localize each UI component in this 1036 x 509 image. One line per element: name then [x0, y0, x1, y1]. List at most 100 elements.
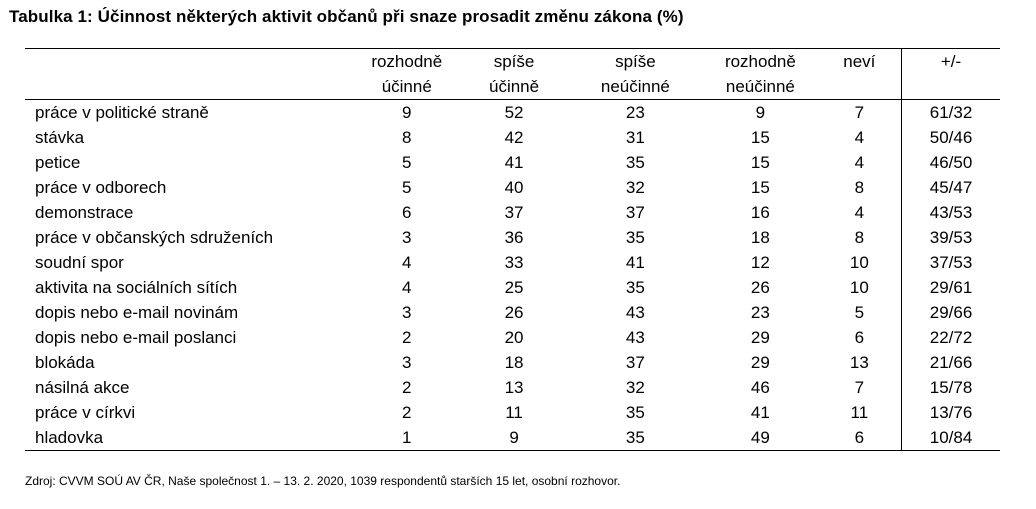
value-cell: 2: [402, 328, 412, 347]
value-cell: 4: [854, 153, 865, 172]
table-row: práce v občanských sdruženích 3 36 35 18 8 39/…: [25, 225, 1000, 250]
value-cell: 52: [504, 103, 524, 122]
value-cell: 4: [402, 278, 412, 297]
value-cell: 5: [854, 303, 865, 322]
value-cell: 13: [849, 353, 869, 372]
value-cell: 29: [750, 328, 770, 347]
value-cell: 33: [504, 253, 524, 272]
row-label: demonstrace: [35, 203, 134, 222]
row-label: petice: [35, 153, 81, 172]
value-cell: 31: [625, 128, 645, 147]
row-label: soudní spor: [35, 253, 124, 272]
value-cell: 43: [625, 328, 645, 347]
header-label-cell: [25, 49, 353, 100]
value-cell: 29/66: [901, 300, 1000, 325]
table-row: násilná akce 2 13 32 46 7 15/78: [25, 375, 1000, 400]
row-label: dopis nebo e-mail poslanci: [35, 328, 237, 347]
row-label: práce v odborech: [35, 178, 167, 197]
table-row: práce v politické straně 9 52 23 9 7 61/32: [25, 99, 1000, 125]
table-row: stávka 8 42 31 15 4 50/46: [25, 125, 1000, 150]
header-plus-minus: +/-: [901, 48, 1000, 100]
table-row: aktivita na sociálních sítích 4 25 35 26 10 29…: [25, 275, 1000, 300]
table-row: petice 5 41 35 15 4 46/50: [25, 150, 1000, 175]
value-cell: 15/78: [901, 375, 1000, 400]
value-cell: 49: [750, 428, 770, 447]
value-cell: 10: [849, 278, 869, 297]
value-cell: 29/61: [901, 275, 1000, 300]
value-cell: 9: [509, 428, 519, 447]
table-row: dopis nebo e-mail poslanci 2 20 43 29 6 22/72: [25, 325, 1000, 350]
value-cell: 6: [402, 203, 412, 222]
value-cell: 18: [504, 353, 524, 372]
effectiveness-table: rozhodně účinné spíše účinně spíše neúčinné…: [25, 48, 1000, 451]
table-row: dopis nebo e-mail novinám 3 26 43 23 5 29/66: [25, 300, 1000, 325]
value-cell: 6: [854, 328, 865, 347]
row-label: práce v církvi: [35, 403, 136, 422]
value-cell: 32: [625, 178, 645, 197]
value-cell: 37: [625, 203, 645, 222]
value-cell: 11: [850, 403, 869, 422]
value-cell: 3: [402, 353, 412, 372]
value-cell: 25: [504, 278, 524, 297]
value-cell: 16: [750, 203, 770, 222]
value-cell: 12: [750, 253, 770, 272]
table-row: práce v odborech 5 40 32 15 8 45/47: [25, 175, 1000, 200]
value-cell: 43/53: [901, 200, 1000, 225]
header-spise-ucinne: spíše účinně: [488, 52, 540, 96]
value-cell: 10: [849, 253, 869, 272]
value-cell: 35: [625, 153, 645, 172]
value-cell: 26: [750, 278, 770, 297]
value-cell: 9: [402, 103, 412, 122]
value-cell: 4: [402, 253, 412, 272]
value-cell: 15: [750, 178, 770, 197]
value-cell: 35: [625, 403, 645, 422]
value-cell: 2: [402, 378, 412, 397]
table-title: Tabulka 1: Účinnost některých aktivit ob…: [9, 7, 684, 26]
value-cell: 37: [504, 203, 524, 222]
value-cell: 6: [854, 428, 865, 447]
value-cell: 7: [854, 103, 865, 122]
value-cell: 1: [402, 428, 412, 447]
table-row: hladovka 1 9 35 49 6 10/84: [25, 425, 1000, 451]
value-cell: 41: [625, 253, 645, 272]
value-cell: 35: [625, 278, 645, 297]
table-header-row: rozhodně účinné spíše účinně spíše neúčinné…: [25, 48, 1000, 100]
value-cell: 11: [505, 403, 523, 422]
header-spise-neucinne: spíše neúčinné: [600, 52, 670, 96]
row-label: práce v občanských sdruženích: [35, 228, 274, 247]
value-cell: 20: [504, 328, 524, 347]
value-cell: 3: [402, 228, 412, 247]
table-body: práce v politické straně 9 52 23 9 7 61/32 stáv…: [25, 99, 1000, 451]
header-nevi: neví: [843, 52, 876, 71]
value-cell: 7: [854, 378, 865, 397]
value-cell: 29: [750, 353, 770, 372]
row-label: aktivita na sociálních sítích: [35, 278, 238, 297]
value-cell: 5: [402, 153, 412, 172]
value-cell: 22/72: [901, 325, 1000, 350]
value-cell: 8: [854, 178, 865, 197]
value-cell: 50/46: [901, 125, 1000, 150]
value-cell: 4: [854, 128, 865, 147]
value-cell: 46/50: [901, 150, 1000, 175]
value-cell: 41: [504, 153, 524, 172]
row-label: násilná akce: [35, 378, 130, 397]
value-cell: 4: [854, 203, 865, 222]
value-cell: 26: [504, 303, 524, 322]
value-cell: 32: [625, 378, 645, 397]
source-note: Zdroj: CVVM SOÚ AV ČR, Naše společnost 1…: [25, 474, 621, 488]
value-cell: 41: [750, 403, 770, 422]
value-cell: 45/47: [901, 175, 1000, 200]
value-cell: 2: [402, 403, 412, 422]
value-cell: 15: [750, 128, 770, 147]
value-cell: 37/53: [901, 250, 1000, 275]
header-rozhodne-neucinne: rozhodně neúčinné: [724, 52, 796, 96]
value-cell: 61/32: [901, 99, 1000, 125]
value-cell: 46: [750, 378, 770, 397]
value-cell: 39/53: [901, 225, 1000, 250]
value-cell: 10/84: [901, 425, 1000, 451]
row-label: dopis nebo e-mail novinám: [35, 303, 239, 322]
row-label: blokáda: [35, 353, 95, 372]
table-row: soudní spor 4 33 41 12 10 37/53: [25, 250, 1000, 275]
row-label: práce v politické straně: [35, 103, 209, 122]
value-cell: 13: [504, 378, 524, 397]
